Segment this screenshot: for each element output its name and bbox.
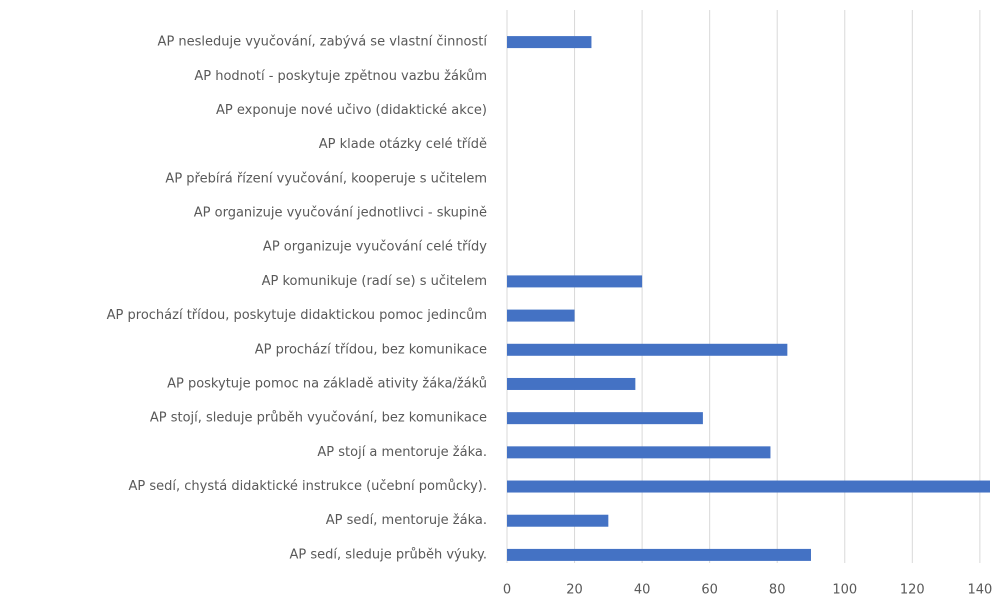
bar xyxy=(507,548,811,561)
bar xyxy=(507,275,643,288)
y-tick-label: AP klade otázky celé třídě xyxy=(319,137,487,152)
bar xyxy=(507,377,636,390)
bar xyxy=(507,514,609,527)
y-tick-label: AP nesleduje vyučování, zabývá se vlastn… xyxy=(158,35,488,50)
x-tick-label: 20 xyxy=(566,583,583,598)
x-tick-label: 40 xyxy=(634,583,651,598)
x-tick-label: 0 xyxy=(503,583,511,598)
bar xyxy=(507,412,703,425)
x-tick-label: 80 xyxy=(769,583,786,598)
y-tick-label: AP stojí a mentoruje žáka. xyxy=(317,445,487,460)
x-tick-label: 60 xyxy=(701,583,718,598)
bar xyxy=(507,309,575,322)
y-tick-label: AP exponuje nové učivo (didaktické akce) xyxy=(216,103,487,118)
y-tick-label: AP organizuje vyučování jednotlivci - sk… xyxy=(194,206,487,221)
y-tick-label: AP sedí, sleduje průběh výuky. xyxy=(289,547,487,562)
y-tick-label: AP přebírá řízení vyučování, kooperuje s… xyxy=(165,171,487,186)
y-tick-label: AP komunikuje (radí se) s učitelem xyxy=(262,274,487,289)
bar xyxy=(507,480,990,493)
y-tick-label: AP stojí, sleduje průběh vyučování, bez … xyxy=(150,411,487,426)
x-tick-label: 120 xyxy=(900,583,925,598)
y-tick-label: AP prochází třídou, poskytuje didakticko… xyxy=(107,308,487,323)
y-tick-label: AP sedí, mentoruje žáka. xyxy=(326,513,487,528)
y-tick-label: AP poskytuje pomoc na základě ativity žá… xyxy=(167,376,487,391)
bar xyxy=(507,446,771,459)
y-tick-label: AP hodnotí - poskytuje zpětnou vazbu žák… xyxy=(194,69,487,84)
y-tick-label: AP prochází třídou, bez komunikace xyxy=(255,342,487,357)
y-tick-label: AP organizuje vyučování celé třídy xyxy=(263,240,487,255)
bar xyxy=(507,36,592,49)
y-tick-label: AP sedí, chystá didaktické instrukce (uč… xyxy=(129,479,488,494)
x-tick-label: 100 xyxy=(832,583,857,598)
x-tick-label: 140 xyxy=(967,583,992,598)
bar xyxy=(507,343,788,356)
